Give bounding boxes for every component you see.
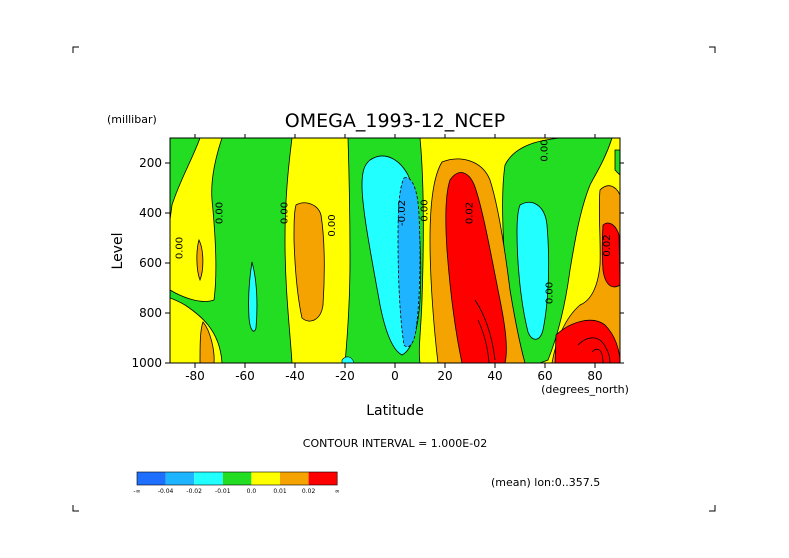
colorbar-swatch — [308, 472, 338, 485]
colorbar-label: -0.04 — [158, 488, 174, 495]
contour-label: -0.02 — [397, 200, 408, 226]
region-green-right-edge — [614, 149, 620, 176]
x-tick-label: 60 — [537, 369, 552, 383]
colorbar-label: 0.01 — [273, 488, 287, 495]
x-units-label: (degrees_north) — [541, 383, 629, 396]
x-tick-label: 20 — [437, 369, 452, 383]
region-red-east — [445, 172, 507, 363]
x-axis: -80 -60 -40 -20 0 20 40 60 80 — [185, 134, 603, 383]
contour-red-inner — [474, 299, 496, 363]
region-blue-core — [397, 177, 421, 348]
chart-title: OMEGA_1993-12_NCEP — [285, 110, 505, 132]
colorbar-frame — [136, 471, 338, 486]
colorbar-swatch — [194, 472, 223, 485]
y-tick-label: 600 — [139, 256, 162, 270]
colorbar-swatch — [280, 472, 309, 485]
crop-marks — [72, 46, 716, 512]
contour-label: 0.02 — [602, 234, 613, 256]
colorbar-label: 0.02 — [302, 488, 316, 495]
x-tick-label: 40 — [487, 369, 502, 383]
colorbar-swatch — [251, 472, 280, 485]
contour-interval-text: CONTOUR INTERVAL = 1.000E-02 — [303, 437, 487, 450]
colorbar-swatch — [222, 472, 252, 485]
colorbar-swatch — [165, 472, 195, 485]
colorbar-label: -0.01 — [215, 488, 231, 495]
region-left-orange-b — [199, 321, 215, 363]
y-axis-title: Level — [110, 233, 126, 270]
colorbar-label: -∞ — [133, 488, 140, 495]
region-left-green-strip — [170, 138, 201, 221]
x-tick-label: -40 — [285, 369, 305, 383]
footnote: (mean) lon:0..357.5 — [491, 476, 600, 489]
region-left-orange-a — [196, 238, 204, 282]
contour-label: 0.00 — [540, 139, 551, 161]
plot-area: 0.00 0.00 0.00 0.00 -0.02 0.00 0.02 0.00 0.00 0.0… — [170, 138, 620, 363]
y-tick-label: 1000 — [131, 356, 162, 370]
contour-red-right-inner — [577, 337, 611, 363]
contour-label: 0.00 — [215, 202, 226, 224]
y-tick-label: 200 — [139, 156, 162, 170]
contour-label: 0.00 — [327, 214, 338, 236]
x-tick-label: -80 — [185, 369, 205, 383]
y-tick-label: 800 — [139, 306, 162, 320]
contour-label: 0.00 — [420, 199, 431, 221]
contour-label: 0.02 — [465, 202, 476, 224]
contour-labels: 0.00 0.00 0.00 0.00 -0.02 0.00 0.02 0.00 0.00 0.0… — [175, 139, 614, 304]
x-tick-label: -60 — [235, 369, 255, 383]
contour-label: 0.00 — [175, 237, 186, 259]
x-tick-label: 0 — [391, 369, 399, 383]
region-cyan-east — [516, 201, 550, 340]
x-tick-label: -20 — [335, 369, 355, 383]
x-axis-title: Latitude — [366, 403, 424, 419]
colorbar-swatch — [137, 472, 166, 485]
region-green-bottom-speck — [341, 356, 355, 363]
contour-label: 0.00 — [545, 282, 556, 304]
colorbar-label: 0.0 — [247, 488, 257, 495]
y-tick-label: 400 — [139, 206, 162, 220]
colorbar-label: ∞ — [335, 488, 340, 495]
units-label: (millibar) — [107, 113, 157, 126]
y-axis: 200 400 600 800 1000 — [131, 156, 624, 370]
region-green-west — [170, 138, 293, 363]
x-tick-label: 80 — [587, 369, 602, 383]
region-orange-west — [293, 202, 325, 322]
region-red-right — [601, 222, 620, 288]
colorbar: -∞ -0.04 -0.02 -0.01 0.0 0.01 0.02 ∞ — [133, 471, 340, 495]
region-cyan-west — [248, 261, 258, 332]
colorbar-label: -0.02 — [186, 488, 202, 495]
contour-label: 0.00 — [280, 202, 291, 224]
